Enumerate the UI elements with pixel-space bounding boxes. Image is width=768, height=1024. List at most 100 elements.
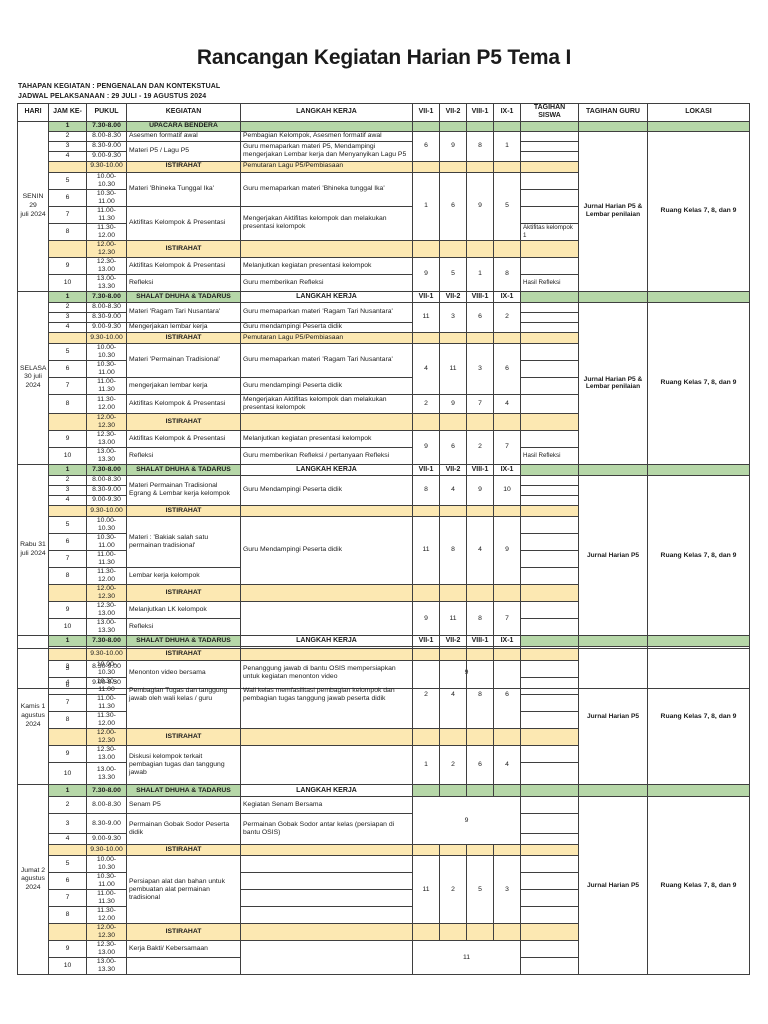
- time-cell: 11.00-11.30: [86, 549, 127, 569]
- tagihan-siswa-cell: [520, 694, 579, 713]
- count-cell: 8: [439, 515, 467, 586]
- count-cell: 9: [412, 256, 440, 292]
- table-row: 8 11.30-12.00 Aktifitas kelompok 1: [18, 222, 750, 241]
- tagihan-siswa-cell: [520, 311, 579, 323]
- table-cell: [240, 923, 413, 942]
- time-cell: 8.00-8.30: [86, 796, 127, 815]
- table-cell: [48, 504, 87, 517]
- count-cell: 6: [439, 429, 467, 465]
- time-cell: 9.00-9.30: [86, 494, 127, 506]
- column-header-lokasi: LOKASI: [647, 103, 750, 122]
- time-cell: 7.30-8.00: [86, 120, 127, 132]
- column-header-vii1: VII-1: [412, 103, 440, 122]
- table-row: 9 12.30-13.00 Aktifitas Kelompok & Present…: [18, 429, 750, 465]
- table-cell: [647, 784, 750, 798]
- table-row: 10 13.00-13.30 Refleksi Guru memberikan Ref…: [18, 273, 750, 292]
- time-cell: 12.00-12.30: [86, 412, 127, 431]
- tagihan-siswa-cell: [520, 745, 579, 764]
- table-cell: [412, 584, 440, 603]
- istirahat-label: ISTIRAHAT: [126, 504, 241, 517]
- time-cell: 12.30-13.00: [86, 745, 127, 764]
- table-row: 8 11.30-12.00: [18, 906, 750, 925]
- count-cell: 8: [466, 601, 494, 637]
- jam-cell: 8: [48, 393, 87, 414]
- tagihan-siswa-cell: [520, 474, 579, 486]
- activity-cell: Materi Permainan Tradisional Egrang & Le…: [126, 474, 241, 506]
- step-cell: Guru memberikan Refleksi: [240, 273, 413, 292]
- day-label: SENIN 29 juli 2024: [17, 120, 49, 292]
- tagihan-guru-cell: Jurnal Harian P5: [578, 647, 648, 786]
- count-cell: 9: [466, 171, 494, 241]
- table-cell: [240, 504, 413, 517]
- table-row: 2 8.00-8.30 Asesmen formatif awal Pembagian…: [18, 130, 750, 292]
- table-cell: [520, 635, 579, 648]
- istirahat-label: ISTIRAHAT: [126, 160, 241, 173]
- step-cell: Guru memaparkan materi 'Ragam Tari Nusan…: [240, 301, 413, 323]
- time-cell: 8.30-9.00: [86, 484, 127, 496]
- table-cell: [578, 784, 648, 798]
- jam-cell: 8: [48, 906, 87, 925]
- count-cell: 2: [412, 393, 440, 414]
- table-row: 9.30-10.00 ISTIRAHAT Pemutaran Lagu P5/Pem…: [18, 331, 750, 344]
- tahapan-kegiatan-line: TAHAPAN KEGIATAN : PENGENALAN DAN KONTEK…: [18, 83, 221, 90]
- time-cell: 9.30-10.00: [86, 331, 127, 344]
- time-cell: 11.30-12.00: [86, 711, 127, 730]
- activity-cell: mengerjakan lembar kerja: [126, 376, 241, 395]
- jam-cell: 3: [48, 813, 87, 835]
- tagihan-siswa-cell: [520, 494, 579, 506]
- tagihan-siswa-cell: [520, 813, 579, 835]
- table-cell: [493, 844, 521, 857]
- count-cell: 2: [439, 855, 467, 925]
- count-cell: 9: [412, 601, 440, 637]
- table-cell: [520, 844, 579, 857]
- tagihan-guru-cell: Jurnal Harian P5 & Lembar penilaian: [578, 301, 648, 465]
- table-cell: [48, 160, 87, 173]
- step-cell: [240, 855, 413, 874]
- class-subheader: VII-2: [439, 463, 467, 476]
- tagihan-siswa-cell: [520, 393, 579, 414]
- activity-cell: Materi P5 / Lagu P5: [126, 140, 241, 162]
- jam-cell: 4: [48, 833, 87, 846]
- table-cell: [439, 331, 467, 344]
- tagihan-siswa-cell: [520, 342, 579, 361]
- activity-cell: Melanjutkan LK kelompok: [126, 601, 241, 620]
- time-cell: 7.30-8.00: [86, 290, 127, 303]
- step-cell: [240, 906, 413, 925]
- step-cell: Permainan Gobak Sodor antar kelas (persi…: [240, 813, 413, 846]
- table-cell: [520, 784, 579, 798]
- table-row: 2 8.00-8.30 Materi 'Ragam Tari Nusantara' G…: [18, 301, 750, 465]
- table-cell: [412, 648, 440, 661]
- column-header-vii2: VII-2: [439, 103, 467, 122]
- tagihan-siswa-cell: [520, 940, 579, 959]
- table-cell: [412, 412, 440, 431]
- table-cell: [439, 239, 467, 258]
- count-cell: 1: [493, 130, 521, 162]
- step-cell: Guru mendampingi Peserta didik: [240, 321, 413, 333]
- tagihan-siswa-cell: [520, 140, 579, 152]
- time-cell: 8.00-8.30: [86, 130, 127, 142]
- count-cell: 11: [439, 342, 467, 395]
- table-row: 9.30-10.00 ISTIRAHAT: [18, 844, 750, 857]
- table-cell: [466, 120, 494, 132]
- time-cell: 10.30-11.00: [86, 677, 127, 696]
- time-cell: 10.00-10.30: [86, 342, 127, 361]
- table-cell: [412, 844, 440, 857]
- activity-cell: SHALAT DHUHA & TADARUS: [126, 463, 241, 476]
- step-cell: Guru memberikan Refleksi / pertanyaan Re…: [240, 446, 413, 465]
- table-cell: [412, 784, 440, 798]
- langkah-kerja-subheader: LANGKAH KERJA: [240, 290, 413, 303]
- count-cell: 9: [412, 796, 521, 846]
- day-label: SELASA 30 juli 2024: [17, 290, 49, 465]
- table-row: 8 11.30-12.00 Lembar kerja kelompok: [18, 566, 750, 586]
- time-cell: 9.00-9.30: [86, 833, 127, 846]
- table-cell: [493, 584, 521, 603]
- jam-cell: 1: [48, 290, 87, 303]
- jadwal-pelaksanaan-line: JADWAL PELAKSANAAN : 29 JULI - 19 AGUSTU…: [18, 92, 207, 100]
- table-cell: [48, 331, 87, 344]
- count-cell: 9: [412, 429, 440, 465]
- step-cell: Guru Mendampingi Peserta didik: [240, 515, 413, 586]
- column-header-tagihan-guru: TAGIHAN GURU: [578, 103, 648, 122]
- column-header-ix1: IX-1: [493, 103, 521, 122]
- table-cell: [412, 239, 440, 258]
- schedule-table-page-1: HARI JAM KE- PUKUL KEGIATAN LANGKAH KERJA VII…: [17, 103, 750, 690]
